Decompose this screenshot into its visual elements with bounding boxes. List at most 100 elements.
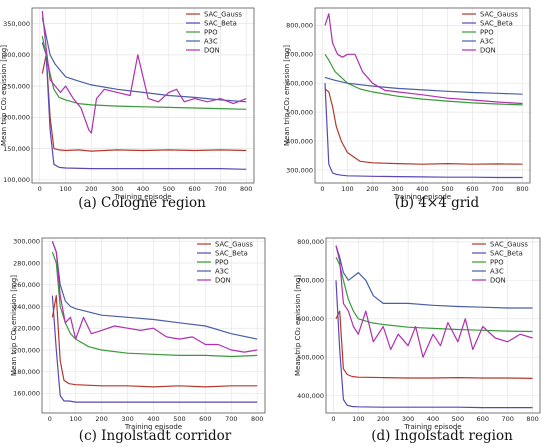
x-tick-label: 500 xyxy=(163,185,175,193)
series-line-ppo xyxy=(335,256,533,333)
series-line-sac-gauss xyxy=(324,88,523,165)
series-line-dqn xyxy=(51,241,258,353)
plot-frame xyxy=(314,7,531,184)
legend-label: DQN xyxy=(490,276,506,284)
series-line-dqn xyxy=(41,11,247,134)
x-tick-label: 800 xyxy=(240,185,252,193)
chart-panel-1: 0 100 200 300 400 500 600 700 800 100,000 150,000 2… xyxy=(0,7,255,211)
x-tick-label: 200 xyxy=(95,415,107,423)
y-tick-label: 280,000 xyxy=(13,259,40,267)
x-tick-label: 300 xyxy=(402,415,414,423)
y-tick-label: 300,000 xyxy=(13,238,40,246)
x-tick-label: 700 xyxy=(214,185,226,193)
panel-caption: (a) Cologne region xyxy=(78,195,206,211)
y-tick-label: 800,000 xyxy=(286,22,313,30)
panel-caption: (d) Ingolstadt region xyxy=(371,428,513,444)
legend-label: DQN xyxy=(215,276,231,284)
series-line-sac-beta xyxy=(335,280,533,409)
legend-label: SAC_Beta xyxy=(215,249,248,257)
y-tick-label: 180,000 xyxy=(13,368,40,376)
legend-label: DQN xyxy=(480,46,496,54)
x-tick-label: 0 xyxy=(38,185,42,193)
y-tick-label: 350,000 xyxy=(3,20,30,28)
legend-label: SAC_Gauss xyxy=(480,10,518,18)
y-tick-label: 150,000 xyxy=(3,145,30,153)
x-tick-label: 400 xyxy=(137,185,149,193)
legend-label: PPO xyxy=(204,28,218,36)
y-tick-label: 600,000 xyxy=(286,80,313,88)
x-tick-label: 100 xyxy=(69,415,81,423)
x-tick-label: 600 xyxy=(188,185,200,193)
series-line-sac-beta xyxy=(51,295,258,403)
y-tick-label: 800,000 xyxy=(297,238,324,246)
x-tick-label: 100 xyxy=(341,185,353,193)
x-tick-label: 0 xyxy=(320,185,324,193)
y-tick-label: 260,000 xyxy=(13,281,40,289)
x-tick-label: 200 xyxy=(377,415,389,423)
x-axis-label: Training episode xyxy=(403,423,461,431)
chart-panel-3: 0 100 200 300 400 500 600 700 800 160,000 180,000 2… xyxy=(10,237,266,444)
series-line-sac-beta xyxy=(41,42,247,170)
y-tick-label: 500,000 xyxy=(297,354,324,362)
plot-frame xyxy=(31,7,255,184)
series-line-ppo xyxy=(51,251,258,358)
legend-label: PPO xyxy=(490,258,504,266)
series-line-a3c xyxy=(335,245,533,309)
y-axis-label: Mean trip CO₂ emission [mg] xyxy=(10,275,18,376)
legend-label: A3C xyxy=(215,267,229,275)
y-tick-label: 200,000 xyxy=(3,114,30,122)
legend-label: A3C xyxy=(204,37,218,45)
y-tick-label: 400,000 xyxy=(297,392,324,400)
series-line-ppo xyxy=(324,53,523,106)
x-tick-label: 0 xyxy=(331,415,335,423)
y-axis-label: Mean trip CO₂ emission [mg] xyxy=(294,275,302,376)
y-tick-label: 300,000 xyxy=(3,51,30,59)
x-tick-label: 700 xyxy=(501,415,513,423)
x-tick-label: 400 xyxy=(147,415,159,423)
y-tick-label: 700,000 xyxy=(297,277,324,285)
legend-label: A3C xyxy=(480,37,494,45)
x-tick-label: 700 xyxy=(491,185,503,193)
y-tick-label: 700,000 xyxy=(286,51,313,59)
x-tick-label: 300 xyxy=(121,415,133,423)
series-line-ppo xyxy=(41,35,247,110)
legend-label: SAC_Beta xyxy=(490,249,523,257)
series-line-sac-gauss xyxy=(41,54,247,152)
x-tick-label: 800 xyxy=(516,185,528,193)
legend-label: A3C xyxy=(490,267,504,275)
chart-panel-4: 0 100 200 300 400 500 600 700 800 400,000 500,000 6… xyxy=(294,237,541,444)
x-tick-label: 300 xyxy=(111,185,123,193)
y-tick-label: 100,000 xyxy=(3,176,30,184)
legend-label: SAC_Gauss xyxy=(490,240,528,248)
plot-frame xyxy=(41,237,266,414)
x-axis-label: Training episode xyxy=(393,193,451,201)
x-tick-label: 500 xyxy=(452,415,464,423)
legend-label: SAC_Gauss xyxy=(215,240,253,248)
series-line-dqn xyxy=(335,245,533,358)
series-line-dqn xyxy=(324,13,523,105)
y-tick-label: 160,000 xyxy=(13,390,40,398)
series-line-a3c xyxy=(41,17,247,103)
x-tick-label: 600 xyxy=(466,185,478,193)
x-tick-label: 800 xyxy=(526,415,538,423)
x-tick-label: 0 xyxy=(48,415,52,423)
panel-caption: (c) Ingolstadt corridor xyxy=(79,428,232,444)
legend-label: PPO xyxy=(215,258,229,266)
y-tick-label: 220,000 xyxy=(13,325,40,333)
y-tick-label: 300,000 xyxy=(286,166,313,174)
x-tick-label: 400 xyxy=(427,415,439,423)
x-axis-label: Training episode xyxy=(124,423,182,431)
chart-panel-2: 0 100 200 300 400 500 600 700 800 300,000 400,000 5… xyxy=(283,7,531,211)
x-tick-label: 600 xyxy=(477,415,489,423)
series-line-sac-beta xyxy=(324,83,523,179)
legend-label: PPO xyxy=(480,28,494,36)
y-axis-label: Mean trip CO₂ emission [mg] xyxy=(283,45,291,146)
legend-label: SAC_Gauss xyxy=(204,10,242,18)
x-tick-label: 200 xyxy=(85,185,97,193)
legend-label: SAC_Beta xyxy=(204,19,237,27)
